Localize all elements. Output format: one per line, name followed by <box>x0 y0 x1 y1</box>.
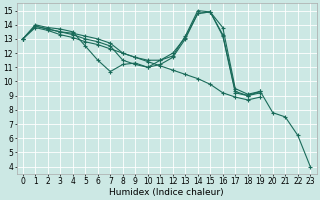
X-axis label: Humidex (Indice chaleur): Humidex (Indice chaleur) <box>109 188 224 197</box>
